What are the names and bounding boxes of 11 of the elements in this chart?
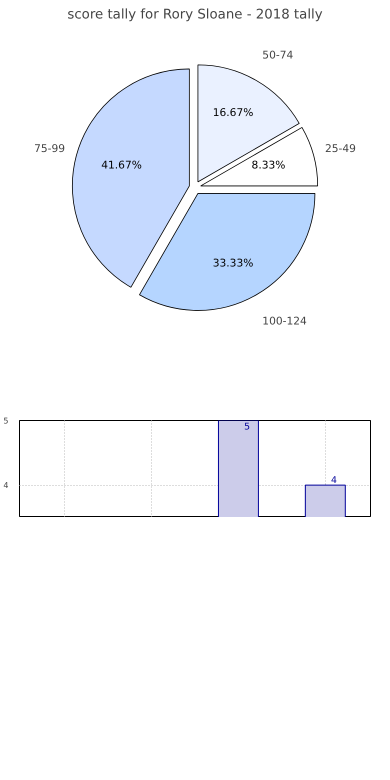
slice-label: 50-74 xyxy=(262,48,294,62)
data-label: 16.67% xyxy=(212,106,254,120)
data-label: 8.33% xyxy=(252,158,286,172)
data-label: 41.67% xyxy=(101,158,142,172)
data-label: 33.33% xyxy=(212,256,254,270)
data-label: 5 xyxy=(244,422,250,432)
slice-label: 75-99 xyxy=(34,142,66,155)
data-label: 4 xyxy=(331,475,338,486)
slice-label: 25-49 xyxy=(324,142,356,155)
chart-title: score tally for Rory Sloane - 2018 tally xyxy=(67,8,323,22)
slice-label: 100-124 xyxy=(262,314,308,328)
